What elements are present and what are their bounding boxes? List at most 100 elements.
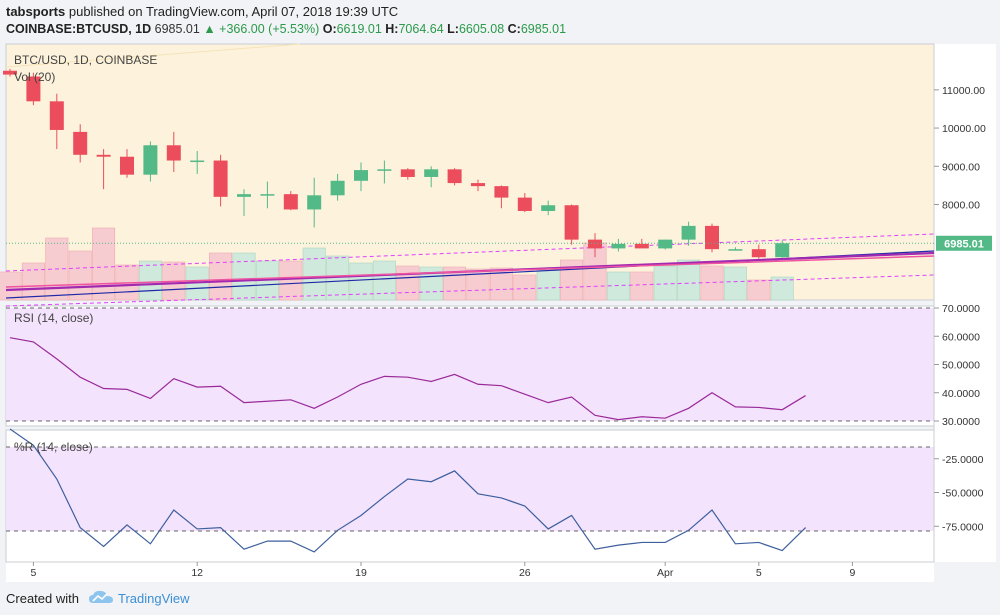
price-axis[interactable]	[934, 44, 996, 562]
candle-body[interactable]	[494, 186, 509, 198]
created-with-text: Created with	[6, 591, 79, 606]
candle-body[interactable]	[213, 160, 228, 197]
volume-bar[interactable]	[302, 247, 326, 301]
price-pane[interactable]	[6, 44, 934, 300]
volume-bar[interactable]	[700, 265, 724, 301]
time-axis-tick-label: 12	[191, 567, 203, 579]
candle-body[interactable]	[517, 197, 532, 211]
time-axis-tick-label: 5	[756, 567, 762, 579]
candle-body[interactable]	[166, 145, 181, 161]
volume-bar[interactable]	[770, 276, 794, 301]
rsi-axis-tick-label: 70.0000	[942, 303, 980, 315]
candle-body[interactable]	[564, 205, 579, 240]
candle-body[interactable]	[541, 205, 556, 211]
volume-bar[interactable]	[630, 271, 654, 301]
tradingview-cloud-icon[interactable]	[88, 588, 114, 608]
candle-body[interactable]	[260, 194, 275, 196]
trendline-pink[interactable]	[5, 255, 935, 288]
rsi-line[interactable]	[9, 337, 806, 421]
price-axis-tick-label: 10000.00	[942, 123, 986, 135]
candle-body[interactable]	[751, 249, 766, 258]
volume-bar[interactable]	[232, 252, 256, 301]
open-value: 6619.01	[336, 22, 382, 36]
candle-body[interactable]	[588, 239, 602, 249]
wr-axis-tick-label: -25.0000	[942, 454, 984, 466]
volume-bar[interactable]	[209, 252, 233, 301]
open-label: O:	[322, 22, 337, 36]
candle-body[interactable]	[96, 154, 111, 157]
volume-bar[interactable]	[536, 269, 560, 301]
volume-bar[interactable]	[677, 259, 701, 301]
rsi-axis-tick-label: 60.0000	[942, 331, 980, 343]
volume-bar[interactable]	[560, 259, 584, 301]
wr-axis-tick-label: -75.0000	[942, 521, 984, 533]
low-label: L:	[447, 22, 459, 36]
candle-body[interactable]	[307, 195, 322, 210]
volume-bar[interactable]	[279, 260, 303, 301]
candle-body[interactable]	[190, 160, 205, 163]
candle-body[interactable]	[424, 169, 439, 177]
price-axis-tick-label: 9000.00	[942, 161, 980, 173]
candle-body[interactable]	[73, 131, 88, 155]
volume-bar[interactable]	[92, 227, 116, 301]
symbol-label: COINBASE:BTCUSD, 1D	[6, 22, 152, 36]
fan-line-top[interactable]	[5, 43, 301, 68]
candle-body[interactable]	[49, 101, 64, 130]
candle-body[interactable]	[237, 194, 251, 197]
candle-body[interactable]	[283, 194, 298, 210]
candle-body[interactable]	[354, 170, 368, 181]
volume-bar[interactable]	[723, 266, 747, 301]
candle-body[interactable]	[120, 156, 134, 175]
last-price: 6985.01	[154, 22, 200, 36]
volume-bar[interactable]	[68, 250, 92, 301]
volume-bar[interactable]	[21, 262, 45, 301]
channel-lower[interactable]	[5, 274, 935, 307]
williams-r-title: %R (14, close)	[14, 440, 93, 454]
price-axis-tick-label: 8000.00	[942, 199, 980, 211]
candle-body[interactable]	[400, 169, 415, 177]
low-value: 6605.08	[458, 22, 505, 36]
candle-body[interactable]	[775, 243, 790, 258]
rsi-title: RSI (14, close)	[14, 311, 93, 325]
price-pane-title: BTC/USD, 1D, COINBASE	[14, 53, 157, 67]
last-price-tag-text: 6985.01	[944, 238, 984, 250]
candle-body[interactable]	[471, 183, 485, 187]
volume-bar[interactable]	[138, 260, 162, 301]
channel-upper[interactable]	[5, 233, 935, 272]
last-price-tag: 6985.01	[936, 235, 992, 251]
time-axis-tick-label: 26	[519, 567, 531, 579]
candle-body[interactable]	[26, 76, 41, 102]
published-text: published on TradingView.com, April 07, …	[68, 4, 399, 19]
volume-bar[interactable]	[513, 274, 537, 301]
candle-body[interactable]	[634, 243, 649, 249]
candle-body[interactable]	[143, 145, 158, 175]
volume-bar[interactable]	[466, 268, 490, 301]
price-change: ▲ +366.00 (+5.53%)	[203, 22, 320, 36]
time-axis-tick-label: 9	[849, 567, 855, 579]
candle-body[interactable]	[728, 249, 743, 251]
williams-r-line[interactable]	[9, 428, 807, 553]
rsi-axis-tick-label: 40.0000	[942, 388, 980, 400]
ohlc-line: COINBASE:BTCUSD, 1D 6985.01 ▲ +366.00 (+…	[6, 22, 566, 36]
volume-bar[interactable]	[349, 262, 373, 301]
volume-bar[interactable]	[747, 279, 771, 301]
candle-body[interactable]	[705, 225, 719, 250]
volume-bar[interactable]	[419, 266, 443, 301]
volume-bar[interactable]	[372, 260, 396, 301]
candle-body[interactable]	[681, 225, 696, 240]
candle-body[interactable]	[611, 243, 626, 249]
time-axis[interactable]	[6, 562, 934, 582]
tradingview-brand-link[interactable]: TradingView	[118, 591, 190, 606]
candle-body[interactable]	[3, 70, 17, 75]
candle-body[interactable]	[330, 180, 345, 196]
volume-title: Vol (20)	[14, 70, 55, 84]
candle-body[interactable]	[658, 239, 673, 249]
candle-body[interactable]	[377, 169, 392, 171]
candle-body[interactable]	[447, 169, 462, 184]
volume-bar[interactable]	[396, 265, 420, 301]
footer: Created with TradingView	[0, 585, 1000, 615]
volume-bar[interactable]	[653, 265, 677, 301]
volume-bar[interactable]	[489, 267, 513, 301]
author-name[interactable]: tabsports	[6, 4, 66, 19]
